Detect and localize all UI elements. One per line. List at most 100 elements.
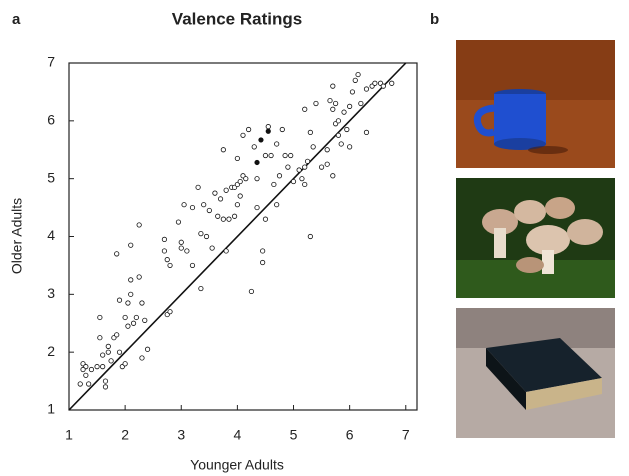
x-tick-label: 7 (402, 427, 410, 443)
point (300, 176, 304, 180)
point (179, 240, 183, 244)
point (345, 127, 349, 131)
point (129, 278, 133, 282)
point (283, 153, 287, 157)
point (145, 347, 149, 351)
point (291, 179, 295, 183)
point (331, 107, 335, 111)
point (115, 252, 119, 256)
point (213, 191, 217, 195)
point (303, 165, 307, 169)
photo-book (456, 308, 615, 438)
point (185, 249, 189, 253)
point (238, 194, 242, 198)
x-tick-label: 6 (346, 427, 354, 443)
point (165, 257, 169, 261)
point (255, 205, 259, 209)
point (325, 148, 329, 152)
point (199, 286, 203, 290)
point (162, 249, 166, 253)
point (100, 353, 104, 357)
x-tick-label: 1 (65, 427, 73, 443)
point (280, 127, 284, 131)
point (100, 364, 104, 368)
point (297, 168, 301, 172)
point (255, 176, 259, 180)
point (126, 301, 130, 305)
point (196, 185, 200, 189)
point (168, 309, 172, 313)
photo-cup (456, 40, 615, 168)
point (140, 356, 144, 360)
point (277, 174, 281, 178)
x-tick-label: 4 (233, 427, 241, 443)
point (246, 127, 250, 131)
point (347, 145, 351, 149)
point (137, 275, 141, 279)
point (274, 202, 278, 206)
panel-label: a (12, 11, 21, 28)
point (143, 318, 147, 322)
point (289, 153, 293, 157)
plot-frame (69, 63, 417, 410)
point (182, 202, 186, 206)
point (364, 87, 368, 91)
point (235, 202, 239, 206)
x-tick-label: 5 (290, 427, 298, 443)
point (263, 217, 267, 221)
y-tick-label: 4 (47, 227, 55, 243)
point (103, 379, 107, 383)
point (336, 119, 340, 123)
point (252, 145, 256, 149)
point (168, 263, 172, 267)
point (199, 231, 203, 235)
point (331, 174, 335, 178)
y-tick-label: 3 (47, 285, 55, 301)
point (129, 243, 133, 247)
chart-title: Valence Ratings (172, 9, 302, 28)
point (336, 133, 340, 137)
y-axis-label: Older Adults (9, 198, 25, 274)
identity-line (69, 63, 406, 410)
point (342, 110, 346, 114)
point (373, 81, 377, 85)
y-tick-label: 7 (47, 54, 55, 70)
point (232, 214, 236, 218)
point (140, 301, 144, 305)
point (311, 145, 315, 149)
point (286, 165, 290, 169)
point (176, 220, 180, 224)
point (347, 104, 351, 108)
point (238, 179, 242, 183)
point (308, 234, 312, 238)
point (81, 367, 85, 371)
point (179, 246, 183, 250)
point (103, 385, 107, 389)
point (274, 142, 278, 146)
point (328, 98, 332, 102)
point (129, 292, 133, 296)
point (241, 133, 245, 137)
photo-mushrooms (456, 178, 615, 298)
point (333, 101, 337, 105)
point (325, 162, 329, 166)
point (190, 205, 194, 209)
point (84, 373, 88, 377)
point (137, 223, 141, 227)
point (134, 315, 138, 319)
point (353, 78, 357, 82)
point (115, 333, 119, 337)
point (260, 249, 264, 253)
y-tick-label: 1 (47, 401, 55, 417)
point (305, 159, 309, 163)
point (86, 382, 90, 386)
point (89, 367, 93, 371)
point (218, 197, 222, 201)
point (109, 359, 113, 363)
point (95, 364, 99, 368)
point (381, 84, 385, 88)
x-tick-label: 3 (177, 427, 185, 443)
point (210, 246, 214, 250)
point (266, 129, 270, 133)
point (126, 324, 130, 328)
